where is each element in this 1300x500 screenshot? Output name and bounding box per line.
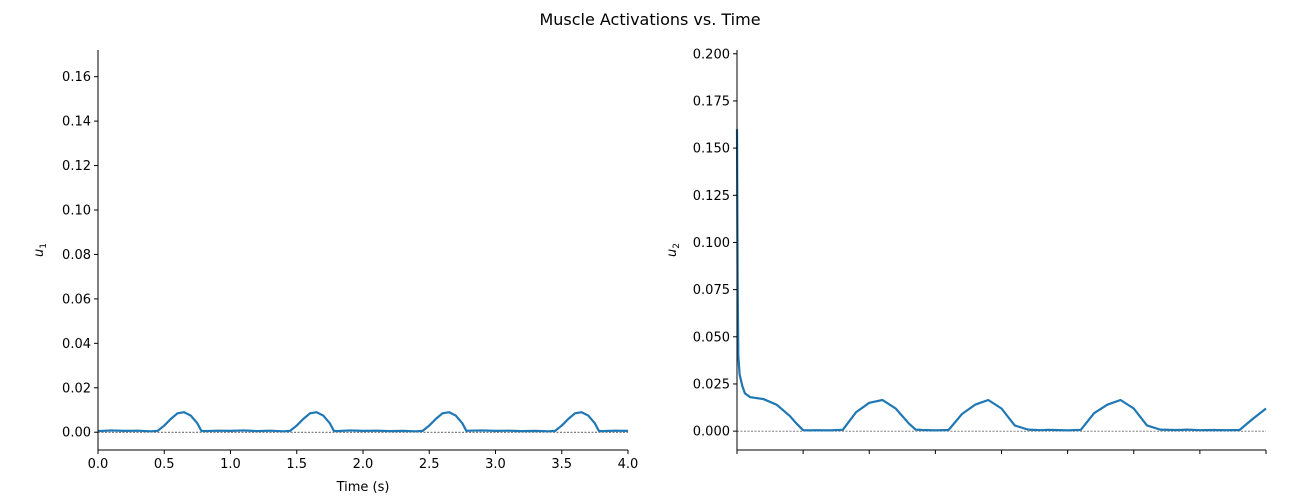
panel-u2-ytick-label-1: 0.025	[693, 377, 730, 392]
panel-u1-series-u1	[97, 411, 629, 433]
panel-u2-ylabel-base: u	[665, 249, 680, 257]
panel-u2-ylabel: u2	[665, 243, 682, 257]
panel-u2-ytick-label-4: 0.100	[693, 236, 730, 251]
panel-u1-xtick-label-7: 3.5	[551, 457, 572, 472]
panel-u1-ytick-label-3: 0.06	[62, 292, 91, 307]
panel-u1-xtick-label-4: 2.0	[353, 457, 374, 472]
panel-u1-xtick-label-6: 3.0	[485, 457, 506, 472]
panel-u1-xtick-label-5: 2.5	[419, 457, 440, 472]
panel-u1-ylabel: u1	[32, 243, 49, 257]
panel-u2-series-u2	[735, 129, 1267, 432]
panel-u2-ytick-label-0: 0.000	[693, 425, 730, 440]
panel-u1-xtick-label-2: 1.0	[220, 457, 241, 472]
panel-u2-ylabel-subscript: 2	[672, 243, 682, 249]
panel-u2-ytick-label-2: 0.050	[693, 330, 730, 345]
panel-u2-ytick-label-7: 0.175	[693, 94, 730, 109]
panel-u1: 0.00 0.02 0.04 0.06 0.08 0.10 0.12 0.14 0.16 0.0 0…	[32, 50, 638, 495]
panel-u1-xtick-label-0: 0.0	[88, 457, 109, 472]
panel-u2: 0.000 0.025 0.050 0.075 0.100 0.125 0.150 0.175…	[665, 47, 1267, 454]
panel-u1-ytick-label-5: 0.10	[62, 204, 91, 219]
panel-u1-ytick-label-4: 0.08	[62, 248, 91, 263]
panel-u1-ytick-label-1: 0.02	[62, 381, 91, 396]
panel-u2-ytick-label-8: 0.200	[693, 47, 730, 62]
panel-u1-xtick-label-1: 0.5	[154, 457, 175, 472]
chart-title: Muscle Activations vs. Time	[539, 10, 760, 29]
panel-u1-ylabel-subscript: 1	[39, 243, 49, 249]
panel-u1-ytick-label-7: 0.14	[62, 115, 91, 130]
panel-u1-ytick-label-8: 0.16	[62, 70, 91, 85]
panel-u1-ylabel-base: u	[32, 249, 47, 257]
panel-u1-xtick-label-8: 4.0	[618, 457, 639, 472]
panel-u1-xlabel: Time (s)	[336, 480, 390, 495]
panel-u1-ytick-label-0: 0.00	[62, 426, 91, 441]
panel-u1-xtick-label-3: 1.5	[286, 457, 307, 472]
panel-u1-ytick-label-6: 0.12	[62, 159, 91, 174]
panel-u2-ytick-label-6: 0.150	[693, 142, 730, 157]
panel-u2-ytick-label-5: 0.125	[693, 189, 730, 204]
panel-u2-ytick-label-3: 0.075	[693, 283, 730, 298]
panel-u1-ytick-label-2: 0.04	[62, 337, 91, 352]
